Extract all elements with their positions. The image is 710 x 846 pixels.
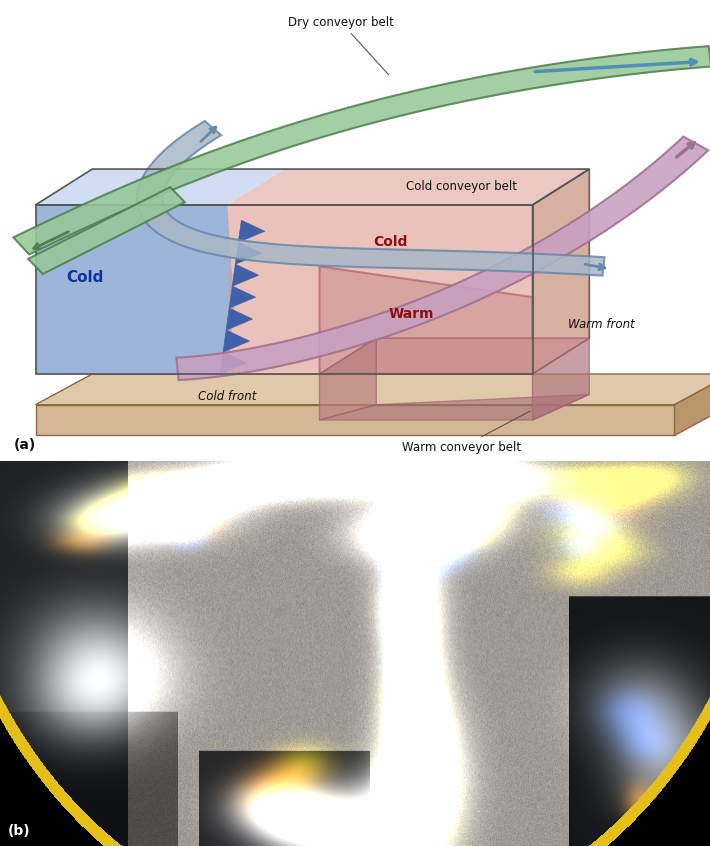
Polygon shape [320, 394, 589, 420]
Text: Cold conveyor belt: Cold conveyor belt [406, 179, 517, 193]
Polygon shape [28, 187, 185, 274]
Text: Cold: Cold [67, 270, 104, 285]
Polygon shape [674, 374, 710, 436]
Text: Warm conveyor belt: Warm conveyor belt [402, 411, 530, 453]
Polygon shape [36, 374, 710, 404]
Polygon shape [229, 286, 256, 308]
Polygon shape [227, 205, 532, 374]
Polygon shape [227, 169, 589, 205]
Polygon shape [176, 136, 708, 380]
Polygon shape [36, 205, 227, 374]
Text: Cold front: Cold front [198, 390, 256, 403]
Polygon shape [320, 266, 532, 374]
Polygon shape [36, 404, 674, 436]
Polygon shape [320, 338, 376, 420]
Text: Warm: Warm [389, 306, 435, 321]
Polygon shape [36, 169, 284, 205]
Polygon shape [137, 121, 604, 276]
Text: Cold: Cold [373, 235, 408, 249]
Polygon shape [220, 352, 246, 374]
Text: Dry conveyor belt: Dry conveyor belt [288, 15, 394, 74]
Polygon shape [239, 220, 265, 242]
Polygon shape [532, 169, 589, 374]
Polygon shape [235, 242, 262, 264]
Text: (b): (b) [8, 824, 31, 838]
Text: (a): (a) [14, 438, 36, 452]
Polygon shape [232, 264, 258, 286]
Text: Warm front: Warm front [568, 318, 635, 331]
Polygon shape [320, 338, 589, 374]
Polygon shape [532, 338, 589, 420]
Polygon shape [13, 47, 710, 255]
Polygon shape [226, 308, 253, 330]
Polygon shape [36, 205, 234, 374]
Polygon shape [223, 330, 249, 352]
